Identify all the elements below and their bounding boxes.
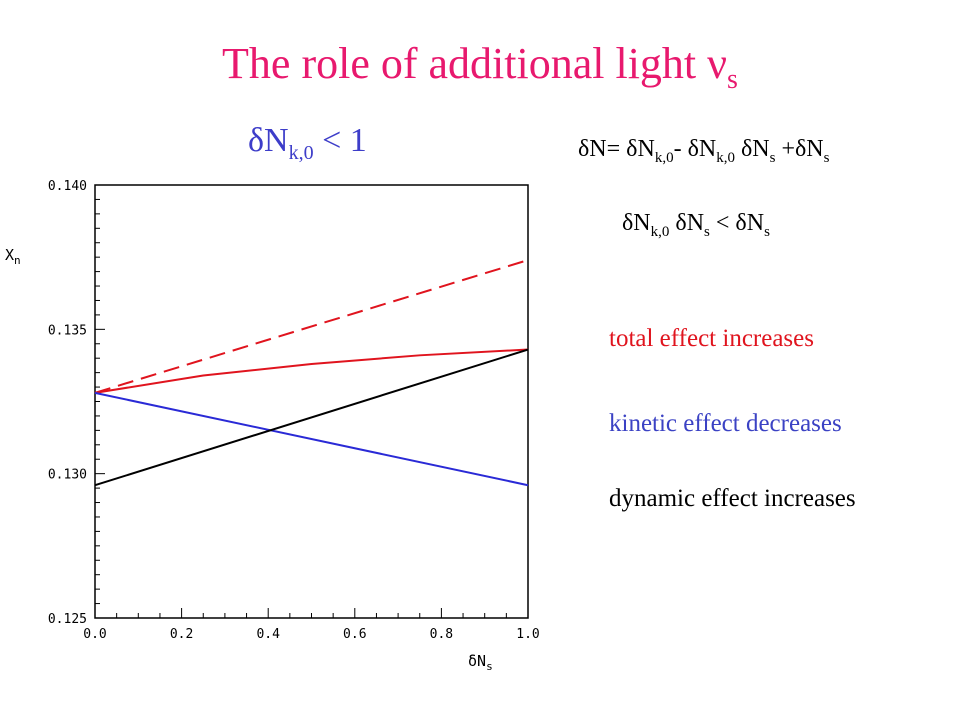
slide-title: The role of additional light νs <box>0 38 960 95</box>
equation2-part: s <box>704 224 710 240</box>
tick-labels: 0.0 0.2 0.4 0.6 0.8 1.0 0.140 0.135 0.130 0.125 <box>48 179 540 642</box>
equation1-part: k,0 <box>716 150 735 166</box>
series-lines <box>94 259 529 487</box>
equation2-part: < δN <box>709 210 765 236</box>
equation2-part: δN <box>622 210 651 236</box>
x-tick-label: 0.8 <box>430 627 453 642</box>
equation2-part: δN <box>669 210 705 236</box>
total-effect-text: total effect increases <box>609 325 814 352</box>
x-tick-label: 0.4 <box>256 627 280 642</box>
kinetic-effect-text: kinetic effect decreases <box>609 410 842 437</box>
equation-delta-n: δN= δNk,0- δNk,0 δNs +δNs <box>578 136 830 166</box>
series-line-2 <box>94 391 529 487</box>
y-tick-label: 0.130 <box>48 468 87 483</box>
x-tick-label: 1.0 <box>516 627 539 642</box>
equation1-part: δN= δN <box>578 136 655 162</box>
y-tick-label: 0.135 <box>48 323 87 338</box>
series-line-0 <box>94 259 529 394</box>
y-tick-label: 0.125 <box>48 612 87 627</box>
y-tick-label: 0.140 <box>48 179 87 194</box>
xn-chart: 0.0 0.2 0.4 0.6 0.8 1.0 0.140 0.135 0.130 0.125 X… <box>5 179 540 673</box>
condition-lhs: δN <box>248 122 289 159</box>
equation2-part: s <box>764 224 770 240</box>
series-line-3 <box>94 348 529 487</box>
x-axis-label: δNs <box>468 652 493 673</box>
plot-frame <box>94 184 529 619</box>
x-tick-label: 0.6 <box>343 627 366 642</box>
condition-rhs: < 1 <box>313 122 367 159</box>
x-tick-label: 0.0 <box>83 627 106 642</box>
equation1-part: s <box>769 150 776 166</box>
equation1-part: - δN <box>673 136 717 162</box>
equation2-part: k,0 <box>650 224 670 240</box>
dynamic-effect-text: dynamic effect increases <box>609 485 856 512</box>
title-text: The role of additional light ν <box>222 39 728 88</box>
equation1-part: +δN <box>775 136 824 162</box>
condition-label: δNk,0 < 1 <box>248 122 367 164</box>
equation-inequality: δNk,0 δNs < δNs <box>622 210 770 240</box>
series-line-1 <box>94 348 529 394</box>
axis-ticks <box>94 184 529 619</box>
equation1-part: δN <box>734 136 770 162</box>
x-tick-label: 0.2 <box>170 627 193 642</box>
condition-subscript: k,0 <box>288 142 314 164</box>
title-subscript: s <box>727 64 738 95</box>
y-axis-label: Xn <box>5 246 21 267</box>
equation1-part: k,0 <box>654 150 674 166</box>
equation1-part: s <box>823 150 830 166</box>
